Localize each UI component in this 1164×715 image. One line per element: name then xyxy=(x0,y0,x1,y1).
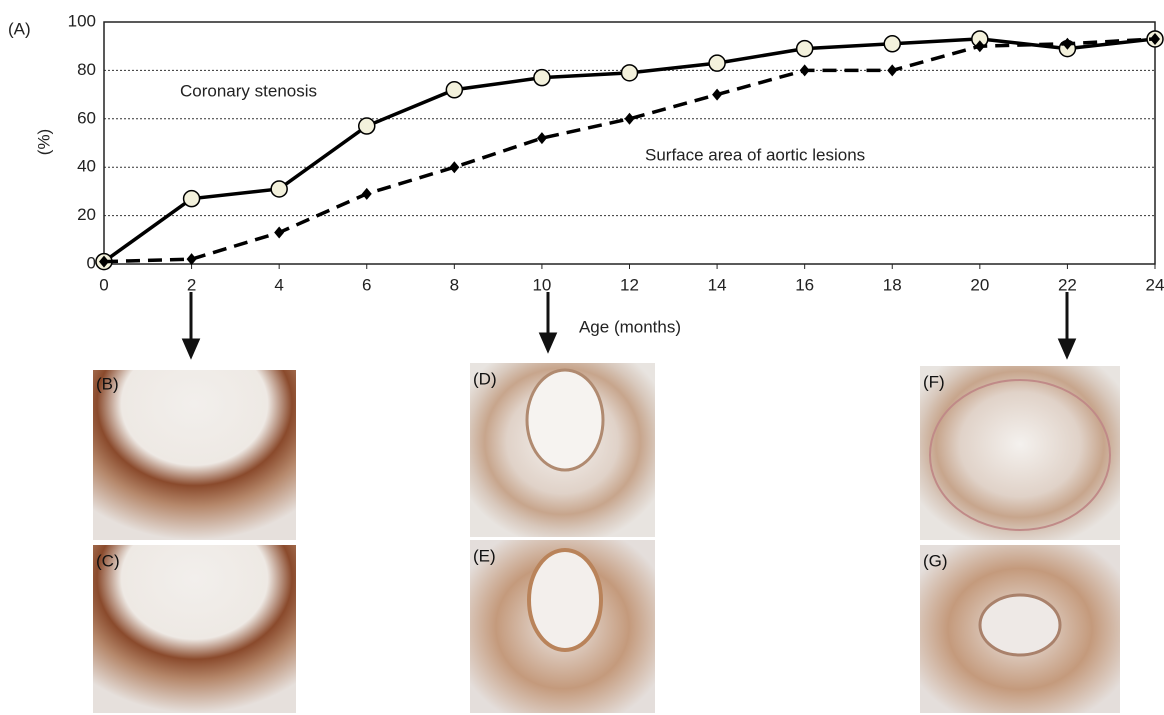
marker xyxy=(536,132,547,145)
marker xyxy=(708,54,726,72)
marker xyxy=(533,68,551,87)
arrow-head xyxy=(1057,338,1077,360)
marker xyxy=(361,187,372,200)
x-tick-label: 10 xyxy=(532,275,551,294)
x-tick-label: 18 xyxy=(883,275,902,294)
panel-label: (A) xyxy=(8,19,31,38)
x-tick-label: 16 xyxy=(795,275,814,294)
y-tick-label: 80 xyxy=(77,60,96,79)
micrograph xyxy=(93,545,296,713)
marker xyxy=(1150,32,1160,45)
panel-label: (D) xyxy=(473,369,497,388)
marker xyxy=(274,226,285,239)
micrograph xyxy=(93,370,296,540)
x-tick-label: 8 xyxy=(450,275,459,294)
marker xyxy=(445,81,464,99)
marker xyxy=(624,112,635,125)
annotation: Coronary stenosis xyxy=(180,81,317,100)
vessel-wall xyxy=(929,379,1111,531)
marker xyxy=(270,180,288,198)
marker xyxy=(799,64,810,77)
panel-label: (G) xyxy=(923,551,948,570)
marker xyxy=(186,253,197,266)
micrograph xyxy=(920,366,1120,540)
y-axis-label: (%) xyxy=(34,129,53,155)
panel-label: (E) xyxy=(473,546,496,565)
plot-frame xyxy=(103,21,1156,265)
y-tick-label: 40 xyxy=(77,157,96,176)
x-tick-label: 12 xyxy=(620,275,639,294)
marker xyxy=(358,117,376,135)
panel-label: (C) xyxy=(96,551,120,570)
lumen xyxy=(525,368,605,472)
x-tick-label: 20 xyxy=(970,275,989,294)
marker xyxy=(795,39,814,58)
x-tick-label: 22 xyxy=(1058,275,1077,294)
panel-label: (F) xyxy=(923,372,945,391)
marker xyxy=(883,35,901,53)
annotation: Surface area of aortic lesions xyxy=(645,145,865,164)
x-tick-label: 2 xyxy=(187,275,196,294)
y-tick-label: 20 xyxy=(77,205,96,224)
y-tick-label: 60 xyxy=(77,108,96,127)
micrographs xyxy=(93,363,1120,713)
marker xyxy=(449,161,460,174)
arrow-head xyxy=(181,338,201,360)
panel-label: (B) xyxy=(96,374,119,393)
y-tick-label: 100 xyxy=(68,11,96,30)
marker xyxy=(99,255,109,268)
arrow-head xyxy=(538,332,558,354)
x-tick-label: 4 xyxy=(274,275,283,294)
x-tick-label: 24 xyxy=(1146,275,1164,294)
x-tick-label: 14 xyxy=(708,275,727,294)
marker xyxy=(887,64,898,77)
x-tick-label: 6 xyxy=(362,275,371,294)
marker xyxy=(1062,37,1073,50)
lumen xyxy=(978,593,1062,657)
marker xyxy=(182,189,201,208)
lumen xyxy=(527,548,603,652)
arrows xyxy=(181,292,1077,360)
marker xyxy=(712,88,723,101)
marker xyxy=(974,40,985,53)
x-tick-label: 0 xyxy=(99,275,108,294)
x-axis-label: Age (months) xyxy=(579,317,681,336)
y-tick-label: 0 xyxy=(87,253,96,272)
marker xyxy=(620,64,639,82)
